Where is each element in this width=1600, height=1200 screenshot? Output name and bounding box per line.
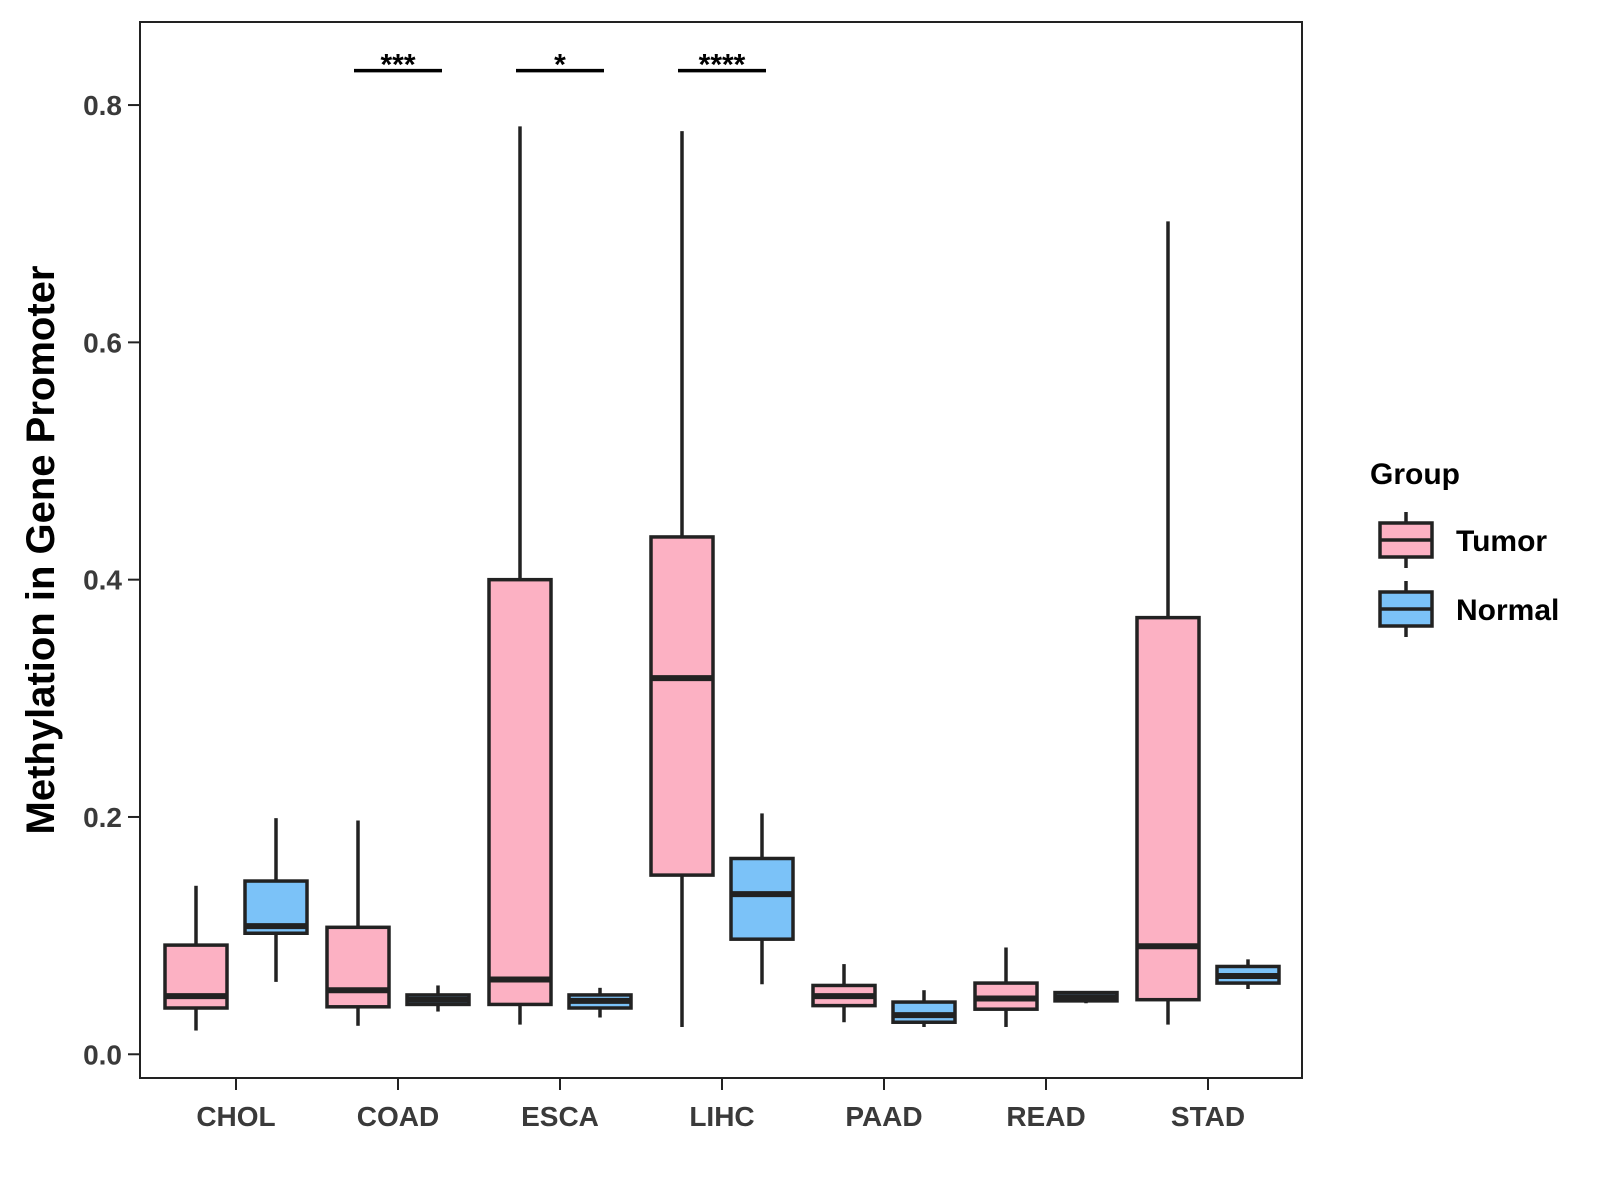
- box-tumor-coad: [325, 820, 391, 1026]
- box-iqr: [729, 856, 795, 941]
- box-normal-read: [1053, 990, 1119, 1004]
- y-tick-label: 0.6: [83, 327, 122, 358]
- significance-annotations: *** * ****: [354, 49, 766, 82]
- box-tumor-stad: [1135, 221, 1201, 1025]
- box-normal-esca: [567, 987, 633, 1018]
- x-tick-label: READ: [1006, 1101, 1085, 1132]
- x-tick-label: STAD: [1171, 1101, 1245, 1132]
- box-normal-coad: [405, 985, 471, 1012]
- legend-title: Group: [1370, 458, 1460, 491]
- x-tick-label: PAAD: [845, 1101, 922, 1132]
- significance-label: ****: [699, 49, 746, 82]
- box-normal-chol: [243, 818, 309, 982]
- box-tumor-read: [973, 947, 1039, 1027]
- x-tick-label: COAD: [357, 1101, 439, 1132]
- x-tick-label: CHOL: [196, 1101, 275, 1132]
- y-axis-title: Methylation in Gene Promoter: [19, 266, 63, 835]
- box-tumor-chol: [163, 885, 229, 1031]
- plot-panel: [139, 21, 1303, 1079]
- x-tick-label: LIHC: [689, 1101, 754, 1132]
- y-tick-label: 0.4: [83, 565, 122, 596]
- boxes-layer: [163, 126, 1281, 1031]
- box-tumor-lihc: [649, 131, 715, 1027]
- box-normal-lihc: [729, 813, 795, 985]
- legend: Group Tumor Normal: [1370, 458, 1559, 637]
- significance-label: ***: [380, 49, 415, 82]
- box-iqr: [487, 577, 553, 1007]
- box-iqr: [1135, 615, 1201, 1002]
- y-tick-label: 0.2: [83, 802, 122, 833]
- y-axis: 0.0 0.2 0.4 0.6 0.8: [83, 90, 140, 1070]
- x-tick-label: ESCA: [521, 1101, 599, 1132]
- legend-label: Tumor: [1456, 525, 1547, 558]
- legend-item-normal: Normal: [1378, 581, 1559, 637]
- box-normal-paad: [891, 990, 957, 1027]
- box-tumor-paad: [811, 964, 877, 1023]
- y-tick-label: 0.0: [83, 1039, 122, 1070]
- legend-item-tumor: Tumor: [1378, 512, 1547, 568]
- significance-label: *: [554, 49, 566, 82]
- box-iqr: [325, 925, 391, 1009]
- box-iqr: [649, 535, 715, 877]
- legend-label: Normal: [1456, 594, 1559, 627]
- x-axis: CHOL COAD ESCA LIHC PAAD READ STAD: [196, 1078, 1245, 1132]
- box-normal-stad: [1215, 959, 1281, 990]
- y-tick-label: 0.8: [83, 90, 122, 121]
- box-tumor-esca: [487, 126, 553, 1025]
